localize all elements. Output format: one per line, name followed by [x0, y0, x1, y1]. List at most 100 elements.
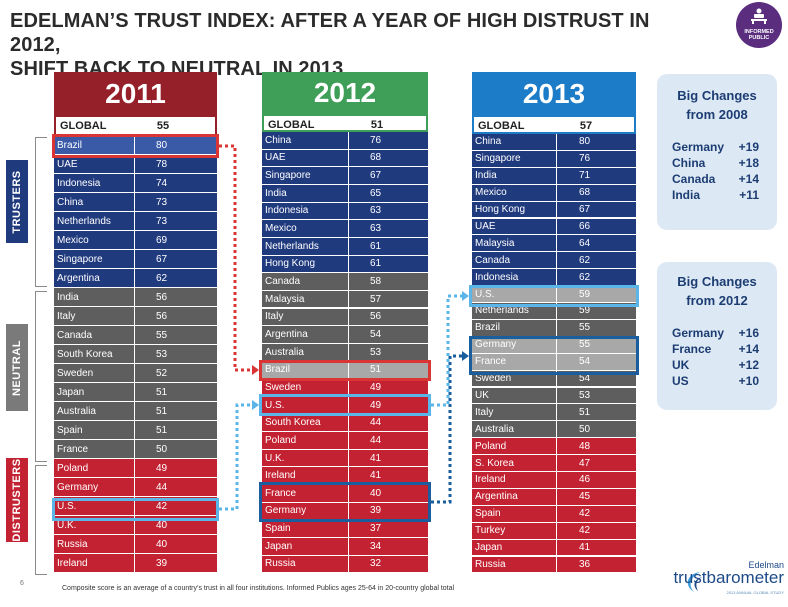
table-row: Australia 51	[54, 402, 217, 421]
trust-value: 59	[556, 303, 612, 320]
country-name: UAE	[265, 152, 286, 164]
country-name: U.K.	[57, 519, 77, 531]
logo-subtitle: 2013 ANNUAL GLOBAL STUDY	[726, 590, 784, 595]
trust-value: 71	[556, 167, 612, 185]
table-row: Singapore 76	[472, 150, 636, 168]
logo-edelman: Edelman	[748, 560, 784, 570]
table-row: Spain 42	[472, 505, 636, 523]
trust-value: 53	[134, 345, 188, 364]
table-row: Hong Kong 67	[472, 201, 636, 219]
country-name: Malaysia	[265, 293, 305, 305]
country-name: Brazil	[475, 322, 501, 334]
table-row: Ireland 46	[472, 472, 636, 489]
table-row: Argentina 45	[472, 488, 636, 506]
country-name: Brazil	[265, 364, 291, 376]
table-row: Italy 56	[54, 307, 217, 326]
title-line-1: EDELMAN’S TRUST INDEX: AFTER A YEAR OF H…	[10, 10, 650, 56]
table-row: Russia 40	[54, 535, 217, 554]
country-name: Australia	[265, 346, 304, 358]
country-name: Italy	[265, 311, 284, 323]
informed-public-badge: INFORMED PUBLIC	[736, 2, 782, 48]
country-name: India	[265, 187, 287, 199]
trust-value: 61	[348, 255, 402, 274]
trust-value: 48	[556, 438, 612, 456]
country-name: India	[475, 170, 497, 182]
country-name: Italy	[57, 310, 76, 322]
us-2012-highlight	[259, 394, 431, 416]
table-row: Italy 56	[262, 308, 428, 327]
badge-line-2: PUBLIC	[748, 35, 770, 41]
table-row: Poland 49	[54, 459, 217, 478]
person-at-desk-icon	[751, 8, 767, 24]
change-value: +19	[738, 140, 759, 154]
distrusters-side-label: DISTRUSTERS	[6, 458, 28, 542]
country-name: China	[57, 196, 84, 208]
country-name: Spain	[475, 508, 501, 520]
trust-value: 42	[556, 505, 612, 523]
country-name: Canada	[265, 276, 301, 287]
table-row: Netherlands 61	[262, 237, 428, 256]
panel-heading: Big Changes from 2008	[657, 86, 777, 124]
trust-value: 37	[348, 520, 402, 538]
table-row: UAE 68	[262, 149, 428, 168]
trust-value: 56	[348, 308, 402, 327]
country-name: Australia	[57, 405, 96, 417]
panel-heading-line-2: from 2012	[686, 293, 748, 308]
table-row: Argentina 54	[262, 326, 428, 344]
country-name: Mexico	[265, 223, 297, 235]
country-name: Argentina	[57, 272, 100, 284]
france-germany-arrow	[431, 354, 462, 504]
table-row: Canada 62	[472, 252, 636, 270]
country-name: South Korea	[265, 417, 321, 429]
country-name: Singapore	[475, 153, 521, 165]
change-country: Germany	[672, 326, 725, 340]
country-name: Mexico	[475, 187, 507, 199]
country-name: Poland	[265, 434, 297, 446]
change-country: UK	[672, 358, 690, 372]
table-row: Poland 44	[262, 432, 428, 450]
change-country: Germany	[672, 140, 725, 154]
trust-value: 58	[348, 273, 402, 291]
change-country: China	[672, 156, 706, 170]
change-value: +14	[738, 342, 759, 356]
country-name: Brazil	[57, 139, 83, 151]
neutral-bracket	[35, 291, 47, 462]
table-row: Italy 51	[472, 404, 636, 422]
brazil-arrow	[219, 144, 252, 372]
trust-value: 42	[556, 522, 612, 540]
us-2012-arrow	[431, 294, 462, 407]
badge-text: INFORMED PUBLIC	[736, 29, 782, 41]
country-name: Russia	[265, 558, 296, 570]
panel-heading-line-2: from 2008	[686, 107, 748, 122]
table-row: U.S. 59	[472, 286, 636, 303]
trust-value: 49	[348, 379, 402, 397]
trust-value: 47	[556, 455, 612, 472]
trust-value: 52	[134, 364, 188, 383]
table-row: Sweden 52	[54, 364, 217, 383]
global-label: GLOBAL	[478, 120, 525, 132]
change-value: +12	[738, 358, 759, 372]
country-name: Ireland	[265, 470, 296, 482]
trust-value: 41	[348, 449, 402, 468]
country-name: Sweden	[475, 373, 512, 385]
global-label: GLOBAL	[60, 120, 107, 132]
trust-value: 56	[134, 288, 188, 307]
trust-value: 55	[556, 319, 612, 337]
brazil-arrowhead	[252, 365, 259, 375]
trust-value: 41	[348, 467, 402, 485]
change-value: +11	[739, 188, 759, 202]
country-name: China	[265, 134, 292, 146]
country-name: Netherlands	[265, 240, 319, 252]
table-row: Ireland 39	[54, 554, 217, 573]
table-row: Australia 50	[472, 421, 636, 439]
country-name: UK	[475, 389, 489, 401]
trust-value: 54	[556, 370, 612, 388]
trust-value: 66	[556, 218, 612, 236]
country-name: U.S.	[265, 399, 285, 411]
trust-value: 49	[348, 396, 402, 415]
table-row: Russia 36	[472, 556, 636, 574]
trust-value: 51	[556, 404, 612, 422]
table-row: Argentina 62	[54, 269, 217, 288]
global-row-2013: GLOBAL 57	[472, 115, 636, 134]
trust-value: 64	[556, 235, 612, 253]
